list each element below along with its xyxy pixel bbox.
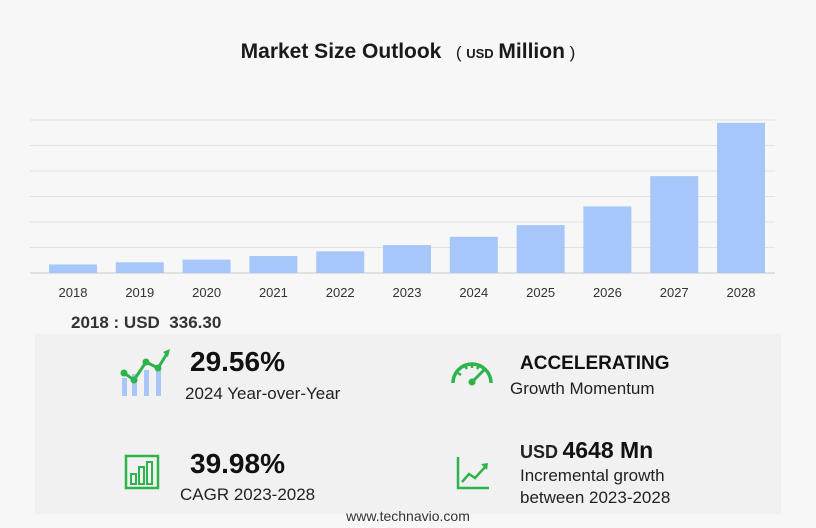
x-tick-label-2021: 2021 [259,285,288,300]
x-tick-label-2022: 2022 [326,285,355,300]
bar-chart: 2018 2019 2020 2021 2022 2023 2024 2025 2026 2027… [30,119,775,300]
bar-2025 [516,225,565,273]
yoy-value: 29.56% [190,346,285,377]
title-unit: Million [498,40,565,63]
base-year-label: 2018 : USD [71,313,160,332]
cagr-label: CAGR 2023-2028 [180,485,316,504]
x-tick-label-2019: 2019 [125,285,154,300]
line-graph-icon [456,457,489,490]
bar-2018 [49,264,97,273]
open-paren: ( [455,43,462,62]
x-tick-label-2028: 2028 [727,285,756,300]
bar-2022 [316,251,365,273]
x-tick-label-2020: 2020 [192,285,221,300]
bar-2020 [182,259,231,273]
incremental-value: USD 4648 Mn [520,437,653,464]
bar-2027 [650,176,699,273]
incremental-label-line1: Incremental growth [520,466,665,485]
x-tick-label-2023: 2023 [393,285,422,300]
chart-title: Market Size Outlook ( USD Million ) [0,40,816,64]
bar-2021 [249,256,298,273]
yoy-label: 2024 Year-over-Year [185,384,341,403]
x-tick-label-2024: 2024 [459,285,488,300]
x-tick-label-2027: 2027 [660,285,689,300]
incremental-label-line2: between 2023-2028 [520,488,671,507]
x-tick-label-2026: 2026 [593,285,622,300]
bar-2023 [383,245,431,273]
incremental-amount: 4648 Mn [562,437,654,463]
momentum-label: Growth Momentum [510,379,655,398]
x-axis-labels: 2018 2019 2020 2021 2022 2023 2024 2025 2026 2027… [59,285,756,300]
bar-2028 [717,122,765,274]
close-paren: ) [569,43,576,62]
x-tick-label-2025: 2025 [526,285,555,300]
title-currency: USD [466,46,494,61]
speedometer-icon [451,362,493,386]
bar-2026 [583,206,632,273]
chart-title-unit-group: ( USD Million ) [455,40,576,63]
bar-chart-icon [124,454,160,490]
footer-url: www.technavio.com [346,508,470,524]
momentum-value: ACCELERATING [520,353,670,374]
base-year-value: 2018 : USD 336.30 [71,313,221,333]
chart-title-main: Market Size Outlook [240,40,442,63]
growth-chart-icon [120,349,170,396]
bar-2024 [449,236,498,273]
x-tick-label-2018: 2018 [59,285,88,300]
base-year-number: 336.30 [169,313,222,332]
bars [49,122,765,274]
cagr-value: 39.98% [190,448,285,479]
bar-2019 [115,262,164,273]
incremental-currency: USD [520,442,559,462]
